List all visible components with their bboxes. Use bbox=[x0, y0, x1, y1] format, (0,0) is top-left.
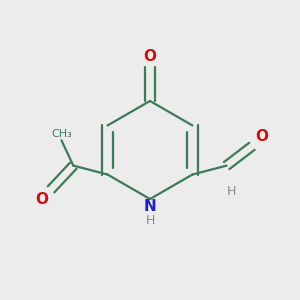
Text: H: H bbox=[145, 214, 155, 227]
Text: O: O bbox=[35, 192, 48, 207]
Text: O: O bbox=[143, 50, 157, 64]
Text: H: H bbox=[226, 185, 236, 198]
Text: O: O bbox=[256, 129, 268, 144]
Text: N: N bbox=[144, 199, 156, 214]
Text: CH₃: CH₃ bbox=[51, 129, 72, 139]
